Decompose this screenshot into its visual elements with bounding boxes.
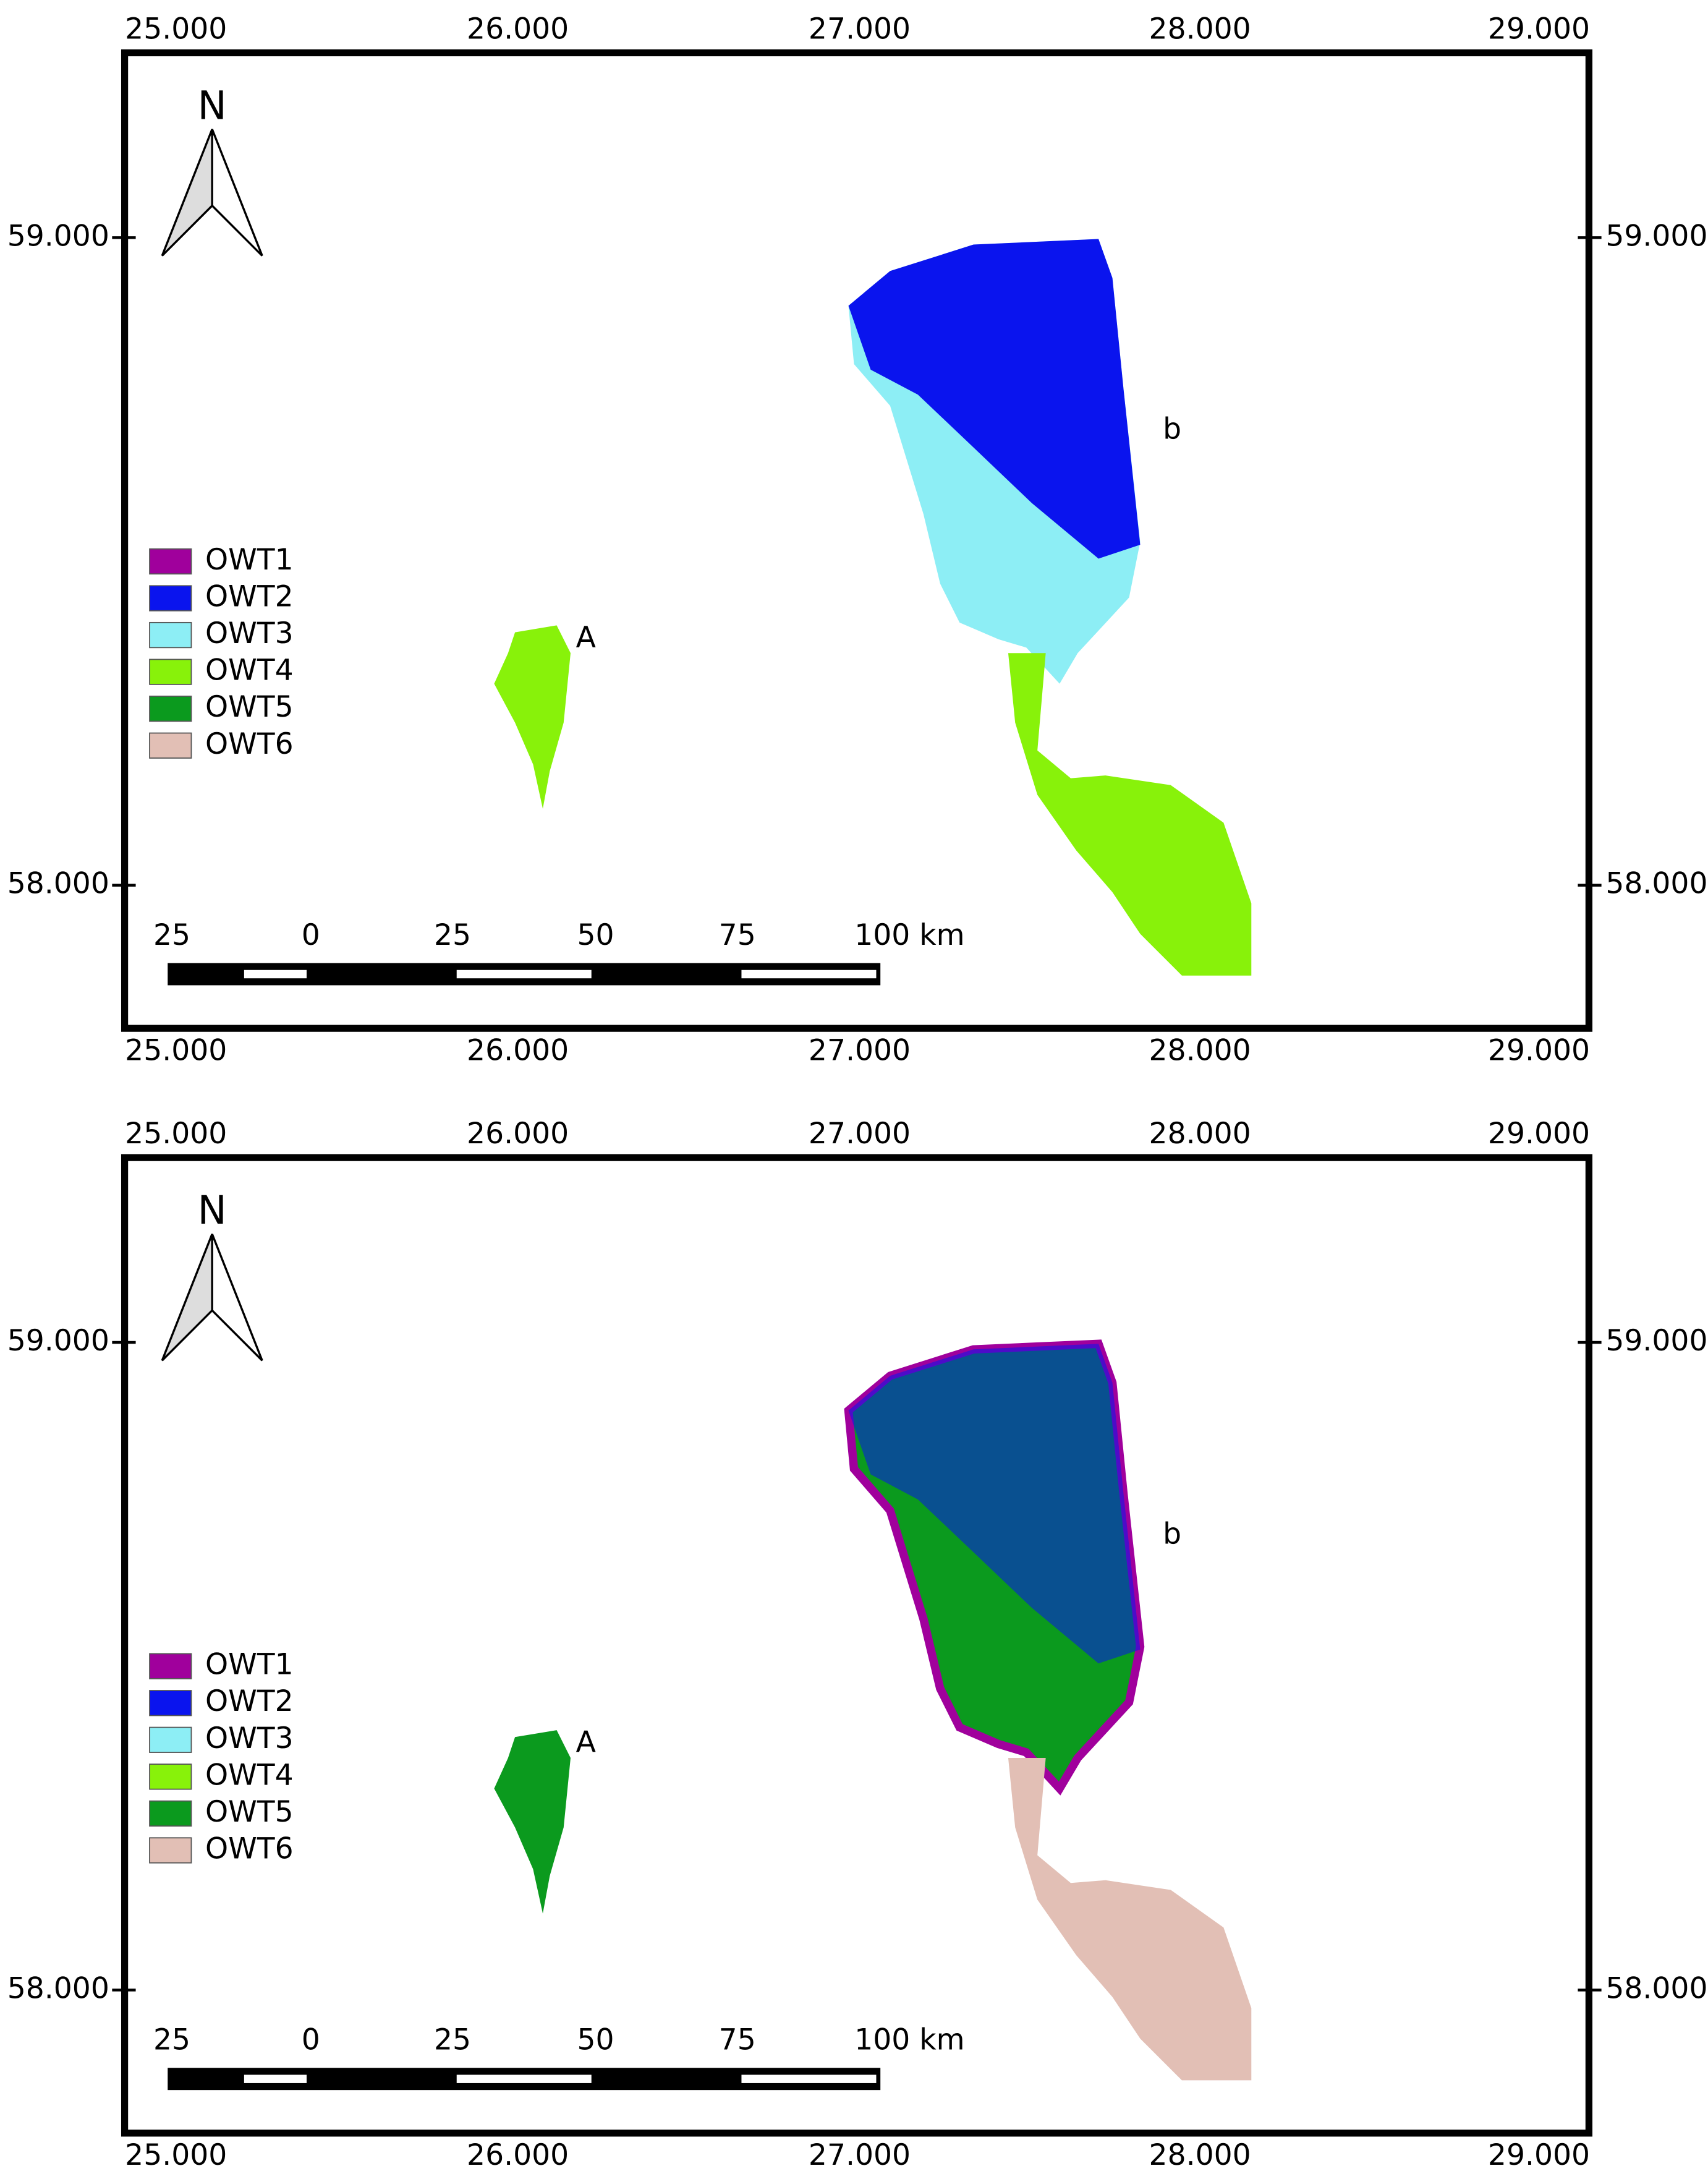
lake-south — [1008, 653, 1252, 976]
y-coord-label: 59.000 — [7, 219, 109, 253]
x-coord-label: 29.000 — [1488, 1117, 1590, 1151]
map-panel: 25.000 25.000 26.000 26.000 27.000 27.000 28.0… — [7, 1117, 1708, 2172]
lake-label: b — [1163, 1517, 1181, 1551]
x-coord-label: 28.000 — [1149, 12, 1251, 46]
x-coord-label: 28.000 — [1149, 1033, 1251, 1067]
legend-label: OWT4 — [205, 654, 294, 688]
x-coord-label: 26.000 — [467, 2138, 569, 2172]
map-panel: 25.000 25.000 26.000 26.000 27.000 27.000 28.0… — [7, 12, 1708, 1067]
legend-swatch — [149, 621, 192, 649]
legend-label: OWT2 — [205, 580, 294, 614]
scale-label: 50 — [577, 918, 614, 952]
map-frame — [121, 1154, 1593, 2137]
x-coord-label: 25.000 — [125, 12, 227, 46]
legend-label: OWT3 — [205, 616, 294, 650]
x-coord-label: 26.000 — [467, 12, 569, 46]
scale-label: 25 — [153, 2023, 190, 2057]
scale-label: 25 — [434, 918, 471, 952]
lake-a — [494, 1730, 571, 1914]
x-coord-label: 29.000 — [1488, 2138, 1590, 2172]
lake-south — [1008, 1758, 1252, 2081]
north-arrow — [211, 1234, 263, 1362]
legend-swatch — [149, 1800, 192, 1827]
legend-label: OWT2 — [205, 1684, 294, 1718]
x-coord-label: 29.000 — [1488, 1033, 1590, 1067]
north-label: N — [198, 1188, 227, 1233]
y-coord-label: 58.000 — [1605, 1971, 1707, 2005]
north-arrow — [161, 129, 213, 257]
scale-bar-segment — [244, 970, 307, 979]
legend-label: OWT5 — [205, 1795, 294, 1829]
legend-swatch — [149, 696, 192, 722]
x-coord-label: 25.000 — [125, 1033, 227, 1067]
scale-bar-segment — [741, 2075, 877, 2083]
legend-swatch — [149, 732, 192, 759]
north-label: N — [198, 83, 227, 128]
x-coord-label: 27.000 — [809, 12, 911, 46]
scale-bar-segment — [244, 2075, 307, 2083]
lake-label: b — [1163, 412, 1181, 446]
lake-label: A — [576, 1726, 596, 1760]
y-coord-label: 58.000 — [7, 867, 109, 901]
legend-label: OWT1 — [205, 1648, 294, 1682]
lake-label: A — [576, 621, 596, 655]
x-coord-label: 27.000 — [809, 1033, 911, 1067]
y-coord-label: 59.000 — [1605, 219, 1707, 253]
lake-a — [494, 625, 571, 809]
legend-label: OWT4 — [205, 1758, 294, 1792]
x-coord-label: 25.000 — [125, 2138, 227, 2172]
legend-label: OWT6 — [205, 727, 294, 761]
scale-label: 25 — [434, 2023, 471, 2057]
scale-bar-segment — [456, 2075, 592, 2083]
scale-label: 75 — [719, 2023, 756, 2057]
legend-swatch — [149, 1653, 192, 1679]
y-coord-label: 59.000 — [7, 1324, 109, 1358]
scale-label: 0 — [302, 2023, 320, 2057]
legend-label: OWT6 — [205, 1831, 294, 1866]
scale-label: 75 — [719, 918, 756, 952]
legend-swatch — [149, 548, 192, 575]
scale-label: 50 — [577, 2023, 614, 2057]
legend-swatch — [149, 1837, 192, 1864]
scale-label: 100 km — [854, 2023, 964, 2057]
x-coord-label: 28.000 — [1149, 2138, 1251, 2172]
scale-label: 100 km — [854, 918, 964, 952]
y-coord-label: 58.000 — [1605, 867, 1707, 901]
lake-b-region — [848, 1344, 1141, 1664]
legend-label: OWT5 — [205, 690, 294, 724]
legend-swatch — [149, 1726, 192, 1753]
scale-bar-segment — [741, 970, 877, 979]
legend-swatch — [149, 585, 192, 612]
scale-bar-segment — [456, 970, 592, 979]
y-coord-label: 59.000 — [1605, 1324, 1707, 1358]
x-coord-label: 28.000 — [1149, 1117, 1251, 1151]
north-arrow — [211, 129, 263, 257]
map-frame — [121, 49, 1593, 1032]
legend-swatch — [149, 659, 192, 685]
x-coord-label: 26.000 — [467, 1033, 569, 1067]
scale-label: 25 — [153, 918, 190, 952]
lake-b-region — [848, 239, 1141, 559]
x-coord-label: 29.000 — [1488, 12, 1590, 46]
y-coord-label: 58.000 — [7, 1971, 109, 2005]
x-coord-label: 27.000 — [809, 1117, 911, 1151]
x-coord-label: 25.000 — [125, 1117, 227, 1151]
legend-label: OWT3 — [205, 1721, 294, 1755]
x-coord-label: 26.000 — [467, 1117, 569, 1151]
scale-label: 0 — [302, 918, 320, 952]
legend-label: OWT1 — [205, 543, 294, 577]
north-arrow — [161, 1234, 213, 1362]
legend-swatch — [149, 1763, 192, 1790]
x-coord-label: 27.000 — [809, 2138, 911, 2172]
legend-swatch — [149, 1690, 192, 1716]
